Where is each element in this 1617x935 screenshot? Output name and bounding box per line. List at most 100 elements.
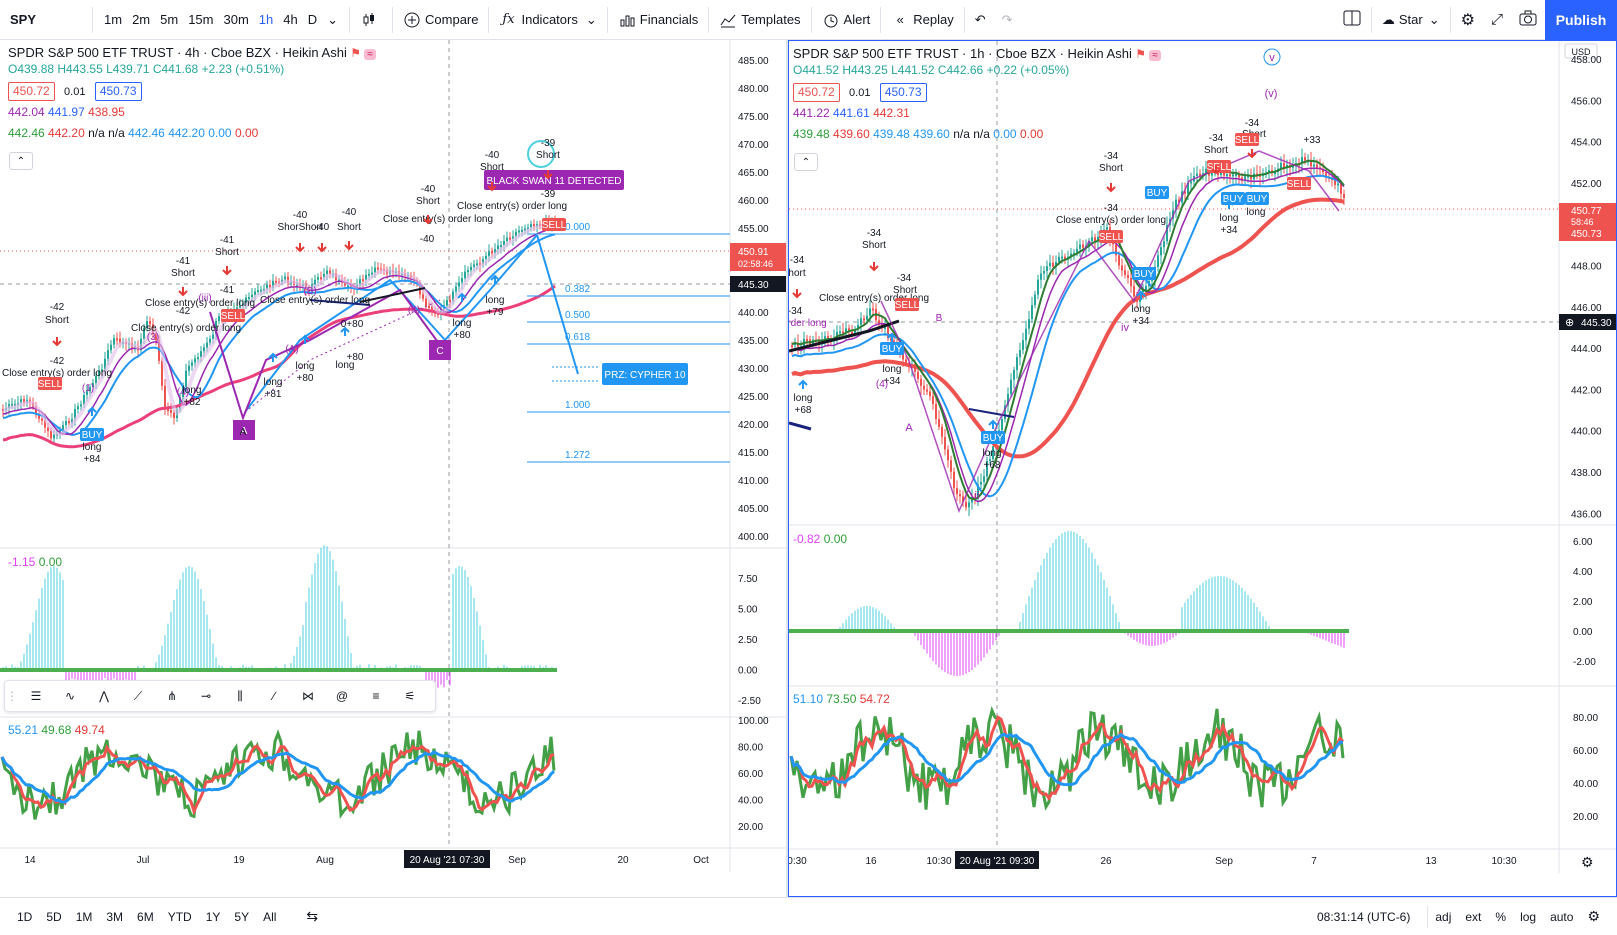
undo-button[interactable]: ↶ [967,0,994,40]
ray-icon[interactable]: ∕ [272,689,275,703]
candle-body [449,300,451,303]
financials-button[interactable]: Financials [610,0,707,40]
price-tick-label: 438.00 [1571,468,1602,479]
indicator-toggle-icon[interactable]: ≈ [364,49,376,60]
indicator-toggle-icon[interactable]: ≈ [1149,50,1161,61]
countdown-label: 02:58:46 [738,259,773,269]
right-chart-pane[interactable]: USD458.00456.00454.00452.00450.00448.004… [788,40,1617,897]
alert-button[interactable]: Alert [814,0,879,40]
candle-body [182,386,184,398]
timeframe-4h[interactable]: 4h [283,12,298,27]
toggle-ext[interactable]: ext [1465,909,1482,924]
timeframe-1m[interactable]: 1m [104,12,123,27]
toggle-auto[interactable]: auto [1550,909,1574,924]
timeframe-2m[interactable]: 2m [132,12,151,27]
snapshot-button[interactable] [1511,0,1545,40]
drag-handle-icon[interactable]: ⋮ [6,689,18,703]
sell-price-box[interactable]: 450.72 [793,83,840,102]
gear-icon: ⚙ [1581,854,1594,870]
collapse-legend-button[interactable]: ⌃ [9,152,33,170]
left-chart-pane[interactable]: 485.00 480.00 475.00 470.00 465.00 460.00 455.… [0,40,786,897]
short-arrow-icon [1247,149,1257,159]
signal-annotation: SELL [1287,179,1312,190]
candle-body [1274,172,1276,175]
publish-button[interactable]: Publish [1545,0,1617,40]
signal-annotation: (4) [177,387,189,398]
templates-button[interactable]: Templates [711,0,808,40]
candle-body [1127,274,1129,278]
ma-band [2,221,556,437]
settings-lines-icon[interactable]: ≡ [372,689,380,703]
timeframe-15m[interactable]: 15m [188,12,214,27]
horizontal-lines-icon[interactable]: ☰ [30,689,42,703]
candle-body [1325,172,1327,177]
fullscreen-button[interactable]: ⤢ [1483,0,1511,40]
chevron-down-icon[interactable]: ⌄ [327,11,339,27]
timeframe-1h[interactable]: 1h [258,12,274,27]
left-chart-title[interactable]: SPDR S&P 500 ETF TRUST · 4h · Cboe BZX ·… [8,45,347,60]
timeframe-5m[interactable]: 5m [160,12,179,27]
fullscreen-icon: ⤢ [1490,11,1503,28]
range-6m[interactable]: 6M [137,909,154,924]
osc-tick-label: 7.50 [738,574,758,585]
redo-button[interactable]: ↷ [994,0,1021,40]
signal-annotation: -34 [867,228,882,239]
signal-annotation: Short [1204,145,1228,156]
chart-type-button[interactable] [352,0,390,40]
range-5d[interactable]: 5D [46,909,62,924]
star-button[interactable]: ☁ Star ⌄ [1374,0,1448,40]
toggle-log[interactable]: log [1520,909,1537,924]
trend-line-icon[interactable]: ⟋ [133,688,143,703]
range-1y[interactable]: 1Y [205,909,221,924]
elliott-wave-icon[interactable]: ∿ [64,689,76,703]
candle-body [941,426,943,437]
toggle-percent[interactable]: % [1495,909,1507,924]
candle-body [884,326,886,329]
pitchfork-icon[interactable]: ⋔ [166,689,178,703]
compare-button[interactable]: Compare [395,0,486,40]
candle-body [1340,183,1342,194]
right-chart-title[interactable]: SPDR S&P 500 ETF TRUST · 1h · Cboe BZX ·… [793,46,1132,61]
buy-price-box[interactable]: 450.73 [94,82,142,101]
spiral-icon[interactable]: @ [335,689,349,703]
settings-button[interactable]: ⚙ [1453,0,1483,40]
ind-value: 0.00 [208,126,232,140]
candle-body [1010,379,1012,394]
signal-annotation: -41 [176,256,191,267]
right-chart-canvas[interactable]: USD458.00456.00454.00452.00450.00448.004… [789,41,1617,897]
date-range-icon[interactable]: ⇆ [306,908,319,924]
chart-settings-button[interactable]: ⚙ [1587,908,1600,924]
pane-divider[interactable] [786,40,788,897]
clock[interactable]: 08:31:14 (UTC-6) [1316,909,1411,924]
signal-annotation: -40 [342,207,357,218]
indicators-button[interactable]: ƒx Indicators ⌄ [491,0,604,40]
abc-pattern-icon[interactable]: ⋀ [99,689,109,703]
symbol-search[interactable]: SPY [10,12,37,27]
candle-body [254,291,256,295]
candle-body [119,338,121,344]
signal-annotation: SELL [1235,135,1260,146]
left-chart-canvas[interactable]: 485.00 480.00 475.00 470.00 465.00 460.00 455.… [0,40,786,897]
measure-icon[interactable]: ⊸ [200,689,212,703]
bars-icon[interactable]: ⫼ [237,688,243,703]
sliders-icon[interactable]: ⚟ [404,689,416,703]
collapse-legend-button[interactable]: ⌃ [794,153,818,171]
range-ytd[interactable]: YTD [167,909,192,924]
layout-button[interactable] [1335,0,1369,40]
range-1d[interactable]: 1D [17,909,33,924]
range-all[interactable]: All [263,909,277,924]
timeframe-d[interactable]: D [307,12,318,27]
timeframe-30m[interactable]: 30m [223,12,249,27]
range-3m[interactable]: 3M [106,909,124,924]
candle-body [1301,157,1303,164]
replay-button[interactable]: « Replay [883,0,961,40]
candle-body [266,284,268,289]
candle-body [1238,173,1240,178]
toggle-adj[interactable]: adj [1435,909,1452,924]
top-toolbar: SPY 1m 2m 5m 15m 30m 1h 4h D ⌄ Compare ƒ… [0,0,1617,40]
range-5y[interactable]: 5Y [234,909,250,924]
buy-price-box[interactable]: 450.73 [879,83,927,102]
range-1m[interactable]: 1M [75,909,93,924]
xabcd-icon[interactable]: ⋈ [302,689,314,703]
sell-price-box[interactable]: 450.72 [8,82,55,101]
